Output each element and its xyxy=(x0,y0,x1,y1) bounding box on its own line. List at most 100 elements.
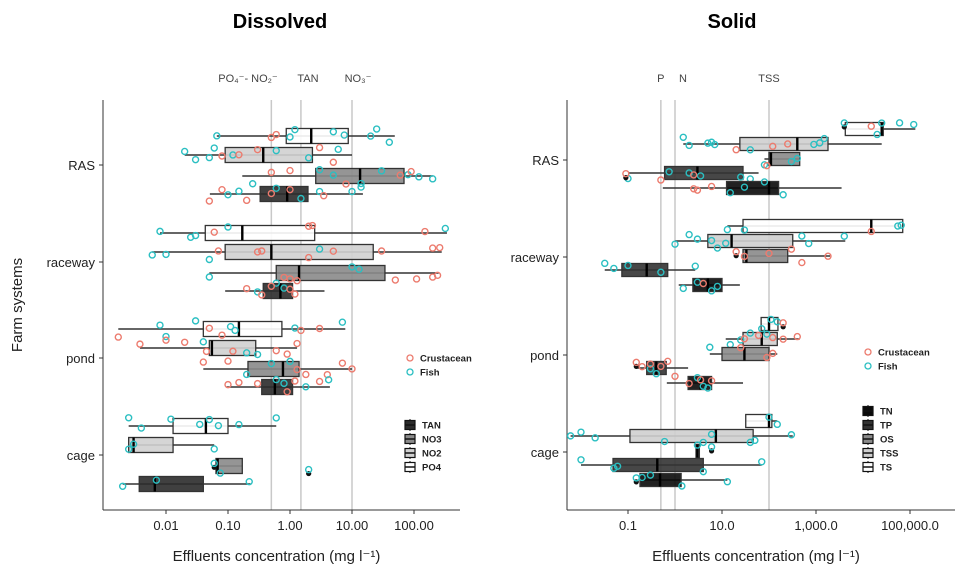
legend-label: Crustacean xyxy=(420,354,472,365)
crustacean-point xyxy=(235,378,243,387)
x-tick-label: 10.0 xyxy=(709,518,734,533)
fish-point xyxy=(338,318,347,326)
fish-point xyxy=(897,221,905,229)
box-ras-tan xyxy=(205,183,365,205)
fish-point xyxy=(566,432,575,440)
box-cage-tp xyxy=(577,456,766,476)
fish-point xyxy=(357,183,365,191)
box-cage-ts xyxy=(745,413,781,429)
fish-point xyxy=(646,471,655,479)
fish-point xyxy=(253,350,262,359)
crustacean-point xyxy=(763,161,771,170)
fish-point xyxy=(746,329,754,337)
crustacean-point xyxy=(707,377,716,385)
crustacean-point xyxy=(272,130,280,139)
fish-point xyxy=(624,261,632,270)
fish-point xyxy=(214,421,223,430)
fish-point xyxy=(601,259,609,268)
crustacean-point xyxy=(291,290,299,298)
x-tick-label: 10.00 xyxy=(336,518,369,533)
x-axis-label: Effluents concentration (mg l⁻¹) xyxy=(652,548,860,565)
x-tick-label: 100,000.0 xyxy=(881,518,939,533)
box-pond-ts xyxy=(758,315,787,333)
fish-point xyxy=(205,153,214,162)
box-cage-tss xyxy=(566,428,796,447)
x-axis-label: Effluents concentration (mg l⁻¹) xyxy=(173,548,381,565)
y-tick-label: pond xyxy=(530,348,559,363)
fish-point xyxy=(297,194,305,203)
crustacean-point xyxy=(787,245,796,253)
legend-label: OS xyxy=(880,435,894,446)
fish-point xyxy=(156,227,164,236)
fish-point xyxy=(910,120,918,129)
fish-point xyxy=(213,132,221,140)
box-ras-no3 xyxy=(242,166,437,188)
legend-label: NO2 xyxy=(422,449,442,460)
box-raceway-tan xyxy=(225,279,325,300)
fish-point xyxy=(816,139,824,147)
fish-point xyxy=(280,379,288,388)
fish-point xyxy=(205,273,214,281)
legend-label: TAN xyxy=(422,421,441,432)
crustacean-point xyxy=(867,227,875,236)
box xyxy=(621,262,669,278)
fish-point xyxy=(152,476,161,484)
fish-point xyxy=(348,187,356,196)
box-pond-no3 xyxy=(199,357,356,379)
fish-point xyxy=(415,173,423,181)
legend-key-fish xyxy=(406,368,414,376)
crustacean-point xyxy=(377,247,386,255)
fish-point xyxy=(779,191,787,199)
box xyxy=(224,146,314,164)
fish-point xyxy=(894,222,902,230)
crustacean-point xyxy=(224,357,232,365)
box xyxy=(202,320,283,338)
crustacean-point xyxy=(114,333,122,341)
fish-point xyxy=(324,376,333,384)
fish-point xyxy=(699,382,707,390)
fish-point xyxy=(665,168,673,176)
fish-point xyxy=(340,131,348,139)
crustacean-point xyxy=(391,276,400,284)
crustacean-point xyxy=(304,222,313,230)
fish-point xyxy=(798,232,806,240)
crustacean-point xyxy=(342,180,350,188)
fish-point xyxy=(235,420,243,429)
legend-label: TP xyxy=(880,421,893,432)
x-tick-label: 1,000.0 xyxy=(794,518,837,533)
fish-point xyxy=(224,223,232,231)
fish-point xyxy=(691,262,699,270)
crustacean-point xyxy=(740,252,749,261)
fish-point xyxy=(329,171,338,179)
crustacean-point xyxy=(693,186,702,194)
legend-label: TS xyxy=(880,463,892,474)
fish-point xyxy=(805,239,813,248)
fish-point xyxy=(315,187,324,196)
fish-point xyxy=(873,130,881,139)
fish-point xyxy=(148,251,156,259)
fish-point xyxy=(137,424,146,432)
crustacean-point xyxy=(779,335,787,343)
crustacean-point xyxy=(407,167,415,176)
crustacean-point xyxy=(235,151,243,159)
crustacean-point xyxy=(671,372,679,380)
crustacean-point xyxy=(291,377,299,385)
box-raceway-tn xyxy=(678,277,740,295)
fish-point xyxy=(751,436,759,445)
fish-point xyxy=(329,128,338,136)
crustacean-point xyxy=(253,248,262,256)
fish-point xyxy=(286,133,294,141)
fish-point xyxy=(167,415,175,423)
fish-point xyxy=(707,287,716,295)
box-raceway-no3 xyxy=(205,263,442,285)
fish-point xyxy=(679,133,687,141)
crustacean-point xyxy=(253,145,262,154)
crustacean-point xyxy=(769,142,777,151)
box xyxy=(172,417,229,435)
crustacean-point xyxy=(329,158,338,166)
fish-point xyxy=(334,145,342,154)
fish-point xyxy=(286,357,294,366)
fish-point xyxy=(385,138,394,146)
box-cage-tan xyxy=(118,475,253,493)
fish-point xyxy=(787,431,796,439)
